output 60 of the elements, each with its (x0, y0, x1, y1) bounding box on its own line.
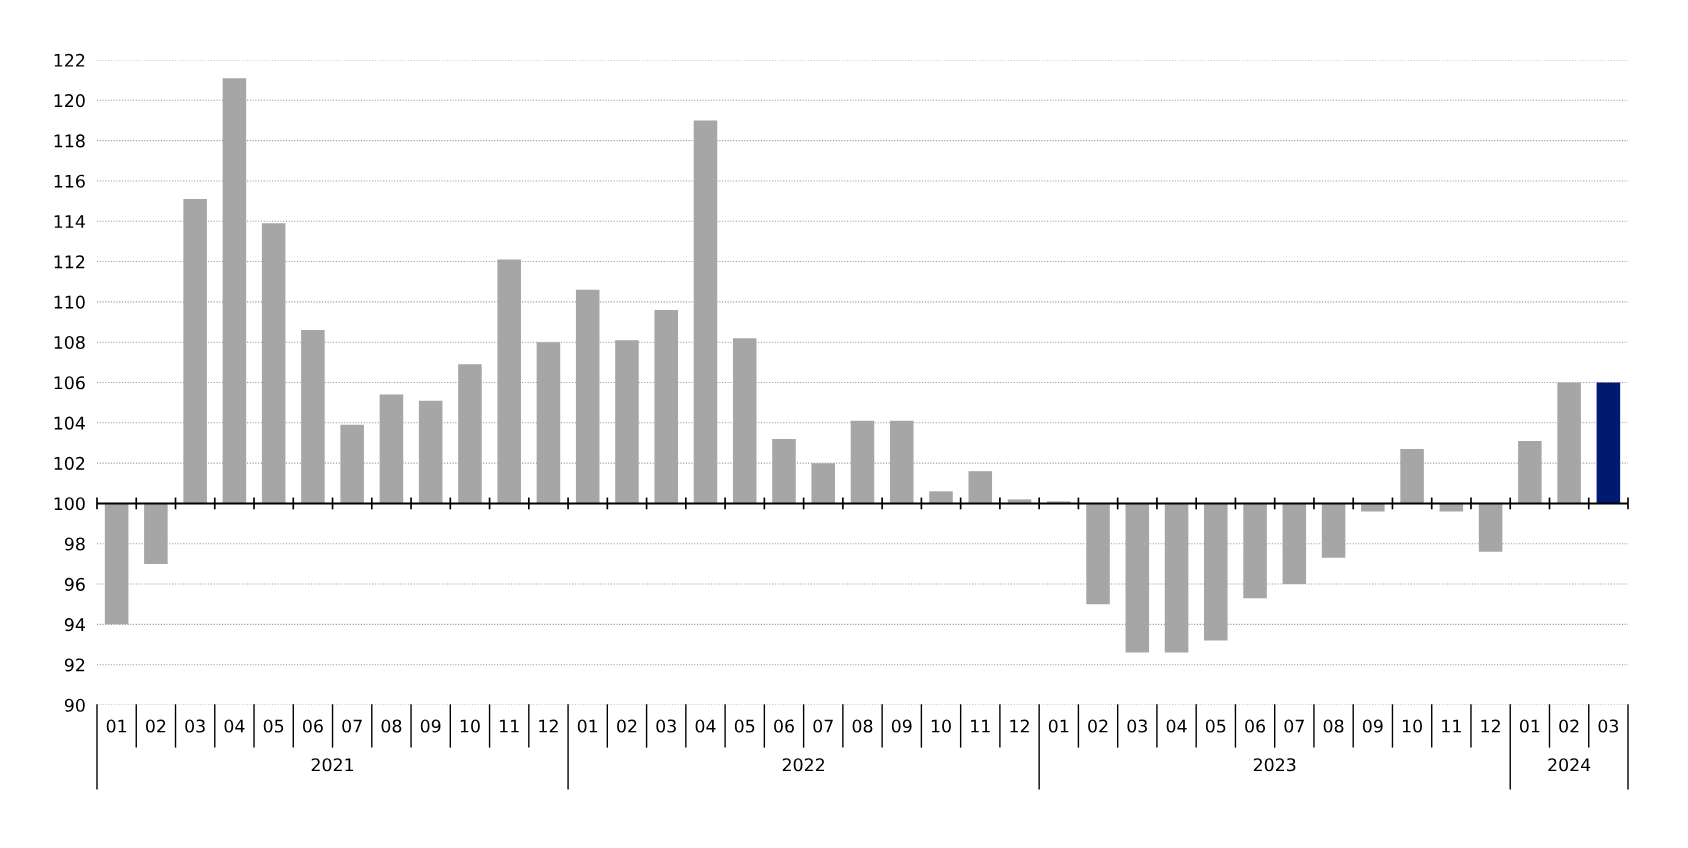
text: 2024 (1548, 758, 1591, 772)
text: 2023 (1253, 758, 1296, 772)
y-tick-label: 94 (64, 618, 85, 632)
x-tick-label: 01 (1048, 719, 1069, 733)
x-tick-label: 02 (617, 719, 637, 733)
x-tick-label: 02 (1559, 719, 1579, 733)
text: 2022 (782, 758, 824, 772)
x-tick-label: 10 (931, 719, 951, 733)
y-tick-label: 92 (64, 658, 85, 672)
x-tick-label: 05 (263, 719, 284, 733)
x-tick-label: 08 (1323, 719, 1344, 733)
x-tick-label: 04 (224, 719, 245, 733)
x-tick-label: 12 (1481, 719, 1500, 733)
x-tick-label: 09 (891, 719, 912, 733)
x-tick-label: 04 (695, 719, 716, 733)
y-tick-label: 106 (54, 376, 85, 390)
x-tick-label: 10 (460, 719, 480, 733)
x-tick-label: 09 (420, 719, 441, 733)
x-tick-label: 03 (656, 719, 676, 733)
x-tick-label: 11 (1442, 719, 1461, 733)
y-tick-label: 96 (64, 577, 85, 591)
y-tick-label: 108 (54, 335, 85, 350)
y-tick-label: 98 (64, 537, 85, 551)
x-tick-label: 01 (106, 719, 127, 733)
x-tick-label: 06 (1245, 719, 1266, 733)
x-tick-label: 05 (1205, 719, 1226, 733)
y-tick-label: 104 (54, 416, 85, 430)
y-tick-label: 120 (54, 94, 85, 108)
y-tick-label: 90 (64, 698, 85, 712)
y-tick-label: 118 (54, 134, 85, 148)
x-tick-label: 03 (1598, 719, 1619, 733)
x-tick-label: 07 (1284, 719, 1304, 733)
x-tick-label: 10 (1402, 719, 1422, 733)
y-tick-label: 112 (54, 255, 85, 269)
x-tick-label: 07 (342, 719, 362, 733)
x-tick-label: 09 (1362, 719, 1383, 733)
x-tick-label: 11 (500, 719, 519, 733)
y-tick-label: 110 (54, 295, 85, 309)
x-tick-label: 11 (971, 719, 990, 733)
x-tick-label: 02 (1088, 719, 1108, 733)
y-tick-label: 122 (54, 53, 85, 67)
x-tick-label: 05 (734, 719, 755, 733)
x-tick-label: 12 (539, 719, 558, 733)
x-tick-label: 06 (774, 719, 794, 733)
x-tick-label: 07 (813, 719, 833, 733)
x-tick-label: 08 (852, 719, 873, 733)
x-tick-label: 04 (1166, 719, 1187, 733)
y-tick-label: 116 (54, 174, 85, 188)
x-tick-label: 03 (185, 719, 205, 733)
x-tick-label: 01 (577, 719, 598, 733)
x-tick-label: 02 (145, 719, 166, 733)
x-tick-label: 12 (1010, 719, 1029, 733)
text: 2021 (311, 758, 354, 772)
y-tick-label: 102 (54, 456, 85, 470)
x-tick-label: 01 (1519, 719, 1540, 733)
x-tick-label: 08 (381, 719, 402, 733)
x-tick-label: 03 (1127, 719, 1147, 733)
x-tick-label: 06 (303, 719, 323, 733)
y-tick-label: 100 (54, 497, 85, 511)
y-tick-label: 114 (54, 215, 85, 228)
